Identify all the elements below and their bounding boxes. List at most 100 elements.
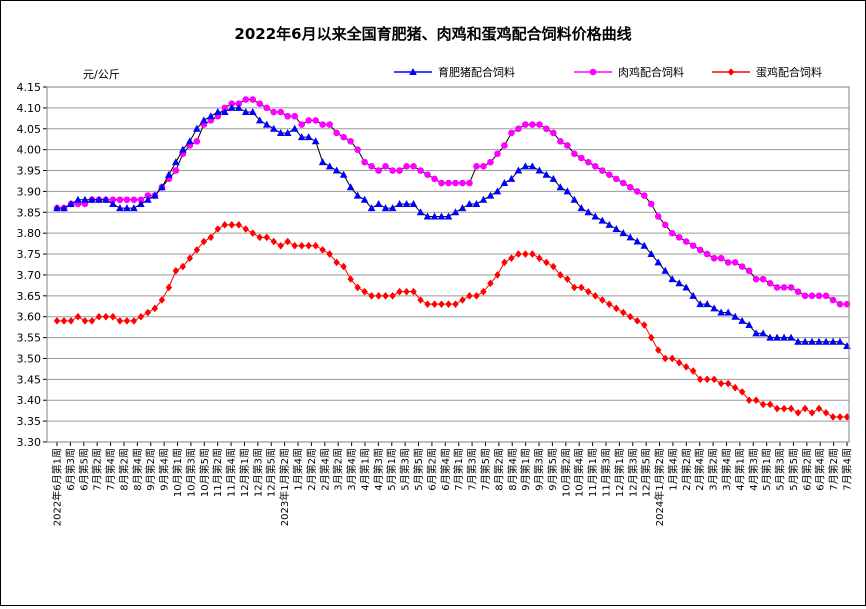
data-point: [822, 408, 830, 417]
data-point: [515, 125, 522, 133]
data-point: [381, 204, 390, 212]
data-point: [508, 254, 515, 263]
data-point: [256, 100, 264, 108]
data-point: [451, 208, 460, 216]
legend-label: 育肥猪配合饲料: [438, 65, 515, 79]
data-point: [815, 292, 823, 300]
legend-label: 蛋鸡配合饲料: [756, 65, 822, 79]
data-point: [801, 404, 809, 413]
data-point: [312, 241, 319, 250]
data-point: [368, 292, 375, 300]
data-point: [773, 404, 781, 413]
x-tick-label: 5月第1周: [385, 448, 398, 491]
x-tick-label: 7月第1周: [452, 448, 465, 491]
x-tick-label: 5月第5周: [787, 448, 800, 491]
data-point: [745, 396, 753, 405]
data-point: [311, 137, 320, 145]
data-point: [88, 317, 96, 325]
data-point: [95, 195, 103, 203]
data-point: [745, 321, 753, 329]
x-axis-ticks: 2022年6月第1周 6月第3周 6月第5周 7月第2周 7月第4周 8月第2周 8月第4周…: [51, 442, 854, 526]
data-point: [759, 329, 767, 337]
data-point: [277, 108, 285, 116]
x-tick-label: 10月第3周: [184, 448, 197, 497]
data-point: [193, 124, 201, 132]
data-point: [270, 108, 278, 116]
data-point: [585, 158, 592, 166]
data-point: [620, 308, 627, 317]
data-point: [563, 187, 572, 195]
data-point: [269, 124, 278, 132]
data-point: [137, 196, 145, 204]
x-tick-label: 8月第2周: [117, 448, 130, 491]
data-point: [501, 258, 508, 267]
data-point: [696, 246, 704, 254]
y-tick-label: 3.75: [17, 248, 42, 261]
x-tick-label: 2月第4周: [693, 448, 706, 491]
x-tick-label: 6月第4周: [814, 448, 827, 491]
data-point: [207, 233, 215, 242]
data-point: [661, 221, 669, 229]
x-tick-label: 1月第4周: [292, 448, 305, 491]
data-point: [466, 179, 473, 187]
data-point: [661, 266, 670, 274]
data-point: [340, 262, 347, 271]
data-point: [759, 400, 767, 409]
data-point: [298, 241, 305, 250]
data-point: [480, 163, 487, 170]
y-tick-label: 3.80: [17, 227, 42, 240]
y-tick-label: 4.05: [17, 123, 42, 136]
x-tick-label: 11月第3周: [599, 448, 612, 497]
data-point: [235, 221, 242, 229]
x-tick-label: 3月第4周: [345, 448, 358, 491]
x-tick-label: 11月第4周: [225, 448, 238, 497]
data-point: [228, 100, 236, 108]
data-point: [102, 312, 110, 321]
data-point: [535, 166, 544, 174]
data-point: [416, 208, 425, 216]
data-point: [787, 333, 795, 341]
data-point: [283, 128, 292, 136]
data-point: [759, 275, 767, 283]
data-point: [235, 100, 243, 108]
data-point: [787, 404, 795, 413]
data-point: [277, 241, 284, 250]
legend-label: 肉鸡配合饲料: [618, 65, 684, 79]
data-point: [543, 125, 550, 133]
data-point: [487, 279, 494, 288]
data-point: [493, 187, 502, 195]
data-point: [696, 300, 704, 308]
data-point: [836, 413, 844, 421]
data-point: [319, 121, 326, 128]
data-point: [710, 375, 718, 384]
data-point: [507, 174, 516, 182]
data-point: [682, 283, 691, 291]
x-tick-label: 4月第3周: [747, 448, 760, 491]
data-point: [606, 171, 613, 179]
x-tick-label: 2024年1月第2周: [653, 448, 666, 526]
data-point: [689, 242, 697, 250]
data-point: [151, 304, 159, 313]
data-point: [130, 204, 138, 212]
data-point: [186, 137, 194, 145]
data-point: [683, 363, 690, 371]
data-point: [409, 199, 418, 207]
data-point: [577, 204, 586, 212]
x-tick-label: 10月第1周: [171, 448, 184, 497]
x-tick-label: 2022年6月第1周: [51, 448, 64, 526]
data-point: [542, 170, 551, 178]
data-point: [151, 191, 159, 199]
x-tick-label: 4月第1周: [733, 448, 746, 491]
data-point: [360, 195, 369, 203]
data-point: [633, 188, 641, 195]
data-point: [536, 254, 543, 263]
data-point: [423, 212, 432, 220]
data-point: [836, 337, 844, 345]
data-point: [130, 317, 138, 325]
data-point: [633, 237, 642, 245]
data-point: [529, 121, 536, 128]
data-point: [801, 292, 809, 300]
x-tick-label: 9月第1周: [519, 448, 532, 491]
data-point: [640, 192, 648, 199]
data-point: [60, 204, 68, 212]
